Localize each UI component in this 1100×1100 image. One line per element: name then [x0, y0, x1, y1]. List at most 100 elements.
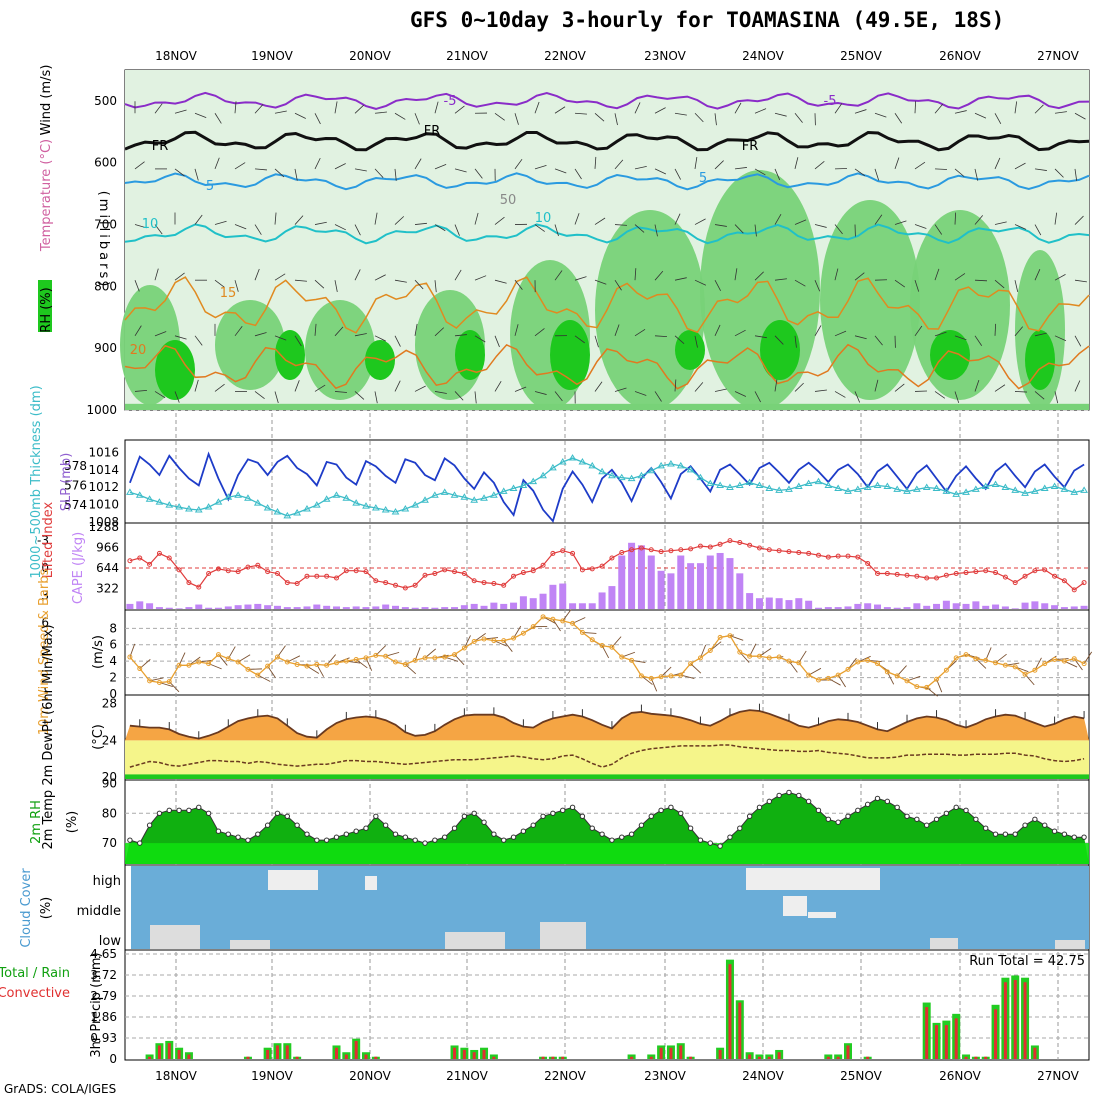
wind-barb [294, 112, 306, 119]
thickness-point [509, 484, 518, 491]
wind-barb [614, 387, 627, 392]
precip-convective-bar [374, 1056, 378, 1059]
wind-speed-point [402, 661, 408, 667]
wind-speed-point [343, 658, 349, 664]
wind-speed-point [1061, 658, 1067, 664]
wind-speed-point [1002, 662, 1008, 668]
rh-point [727, 834, 733, 840]
rh-point [1071, 834, 1077, 840]
wind-barb [274, 335, 287, 341]
precip-convective-bar [679, 1045, 683, 1059]
rh-legend-swatch [38, 280, 52, 332]
cape-bar [569, 603, 577, 609]
wind-barb [174, 168, 185, 177]
wind-speed-point [215, 652, 221, 658]
lifted-index-point [137, 555, 143, 561]
cape-bar [451, 607, 459, 609]
temp-contour-15 [124, 276, 1090, 334]
wind-speed-point [333, 660, 339, 666]
cape-bar [470, 603, 478, 609]
cape-bar [913, 603, 921, 609]
wind-barb [774, 213, 782, 225]
thickness-point [224, 493, 233, 500]
cape-bar [647, 555, 655, 609]
thickness-point [293, 508, 302, 516]
wind-speed-point [707, 647, 713, 653]
thickness-point [667, 459, 675, 467]
rh-point [353, 828, 359, 834]
thickness-point [499, 487, 508, 494]
cape-bar [588, 603, 596, 609]
wind-barb [494, 380, 502, 392]
wind-barb [674, 277, 687, 281]
wind-barb [594, 279, 607, 285]
thickness-point [932, 484, 941, 491]
wind-barb [854, 109, 867, 114]
thickness-point [1080, 486, 1088, 493]
wind-barb [174, 391, 180, 403]
thickness-point [627, 474, 636, 482]
wind-speed-point [678, 672, 684, 678]
wind-speed-point [609, 644, 615, 650]
panel-frame-7 [124, 949, 1090, 1061]
thickness-point [165, 501, 174, 508]
rh-point [835, 819, 841, 825]
lifted-index-point [343, 568, 349, 574]
li-tick: 6 [41, 616, 49, 630]
wind-speed-point [796, 660, 802, 666]
thickness-point [470, 496, 479, 503]
wind-barb [934, 268, 940, 281]
wind-barb [374, 168, 384, 178]
thickness-point [371, 504, 380, 511]
wind-barb [814, 224, 827, 228]
lifted-index-point [875, 570, 881, 576]
wind-barb [794, 157, 799, 170]
rh-point [815, 807, 822, 814]
rh-point [697, 837, 704, 843]
wind-barb [914, 101, 917, 114]
rh-point [382, 822, 389, 828]
thickness-point [175, 503, 183, 510]
wind-speed-point [274, 654, 280, 660]
wind-barb [994, 113, 1002, 124]
lifted-index-point [806, 550, 812, 556]
wind-barb [154, 268, 159, 281]
thickness-point [657, 461, 665, 469]
precip-convective-bar [285, 1045, 289, 1059]
wind-speed-point [963, 652, 969, 658]
pressure-axis-label: (millibars) [96, 191, 111, 290]
wind-barb [634, 268, 637, 281]
wind-barb [454, 168, 467, 173]
wind-barb [434, 280, 437, 293]
lifted-index-point [530, 568, 536, 574]
rh-point [1061, 831, 1068, 837]
wind-speed-point [934, 676, 940, 682]
wind-barb [614, 324, 620, 336]
wind-barb [254, 391, 265, 399]
thickness-point [834, 484, 843, 491]
lifted-index-point [255, 562, 261, 568]
lifted-index-point [363, 569, 369, 575]
cape-bar [273, 605, 281, 609]
wind-barb [954, 212, 957, 225]
wind-barb [774, 379, 778, 392]
thickness-point [401, 505, 410, 512]
wind-barb [894, 220, 907, 225]
wind-barb [674, 379, 677, 392]
lifted-index-point [766, 547, 772, 553]
precip-convective-bar [984, 1056, 988, 1059]
lifted-index-point [678, 547, 684, 553]
panel-frame-1 [124, 439, 1090, 524]
slp-axis-label: SLP (mb) [59, 453, 74, 512]
temp-tick: 28 [102, 697, 117, 711]
pressure-tick: 1000 [86, 403, 117, 417]
contour-label: 5 [699, 171, 707, 186]
wind-barb [254, 168, 267, 171]
wind-speed-point [904, 678, 910, 684]
thickness-point [1070, 488, 1079, 495]
lifted-index-point [235, 569, 241, 575]
cape-bar [1031, 601, 1039, 609]
wind-barb [994, 157, 1001, 170]
date-label-bottom: 18NOV [155, 1069, 197, 1083]
wind-barb [394, 380, 401, 392]
